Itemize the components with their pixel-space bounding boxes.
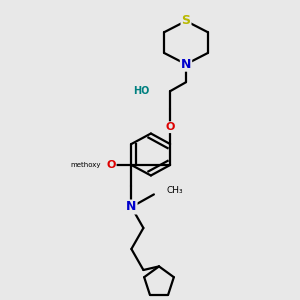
Text: O: O <box>165 122 175 132</box>
Text: methoxy: methoxy <box>70 162 101 168</box>
Text: HO: HO <box>133 86 149 96</box>
Text: O: O <box>106 160 116 170</box>
Text: N: N <box>126 200 136 214</box>
Text: CH₃: CH₃ <box>167 186 183 195</box>
Text: S: S <box>182 14 190 28</box>
Text: N: N <box>181 58 191 71</box>
